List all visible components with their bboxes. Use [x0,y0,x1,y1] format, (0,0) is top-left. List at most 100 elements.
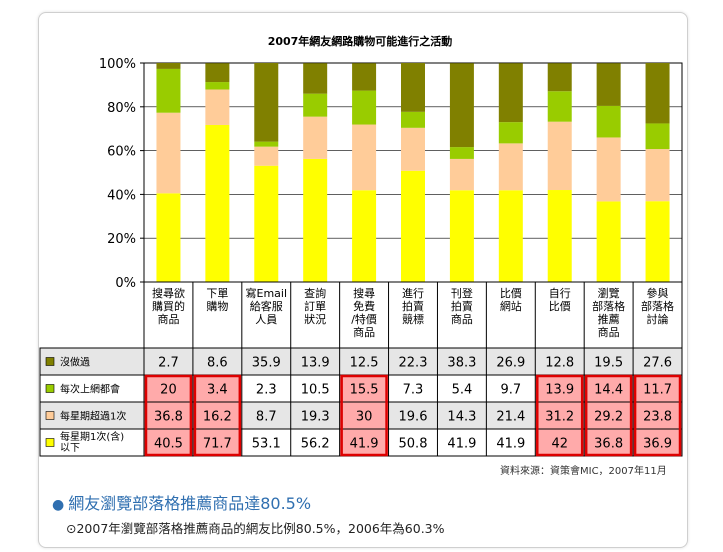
highlight-cell [192,375,242,402]
x-tick-label: 刊登 [451,286,473,300]
y-tick-label: 100% [99,57,136,72]
bar-segment [596,63,621,106]
bar-segment [352,124,377,191]
highlight-cell [144,375,193,402]
data-label: 7.3 [403,383,424,398]
x-tick-label: /特價 [351,312,377,326]
data-label: 38.3 [447,356,476,371]
x-tick-label: 部落格 [592,299,625,313]
y-tick-label: 20% [107,232,136,247]
legend-label: 每星期超過1次 [60,410,126,423]
data-label: 12.5 [350,356,379,371]
data-label: 3.4 [207,383,228,398]
y-tick-label: 60% [107,145,136,160]
legend-swatch [45,357,55,366]
highlight-cell [144,402,193,429]
bar-segment [498,63,523,123]
bar-segment [596,201,621,282]
y-tick-label: 80% [107,101,136,116]
x-tick-label: 搜尋欲 [152,286,185,300]
highlight-cell [535,402,585,429]
x-tick-label: 競標 [402,312,424,326]
highlight-cell [339,429,389,456]
bar-segment [254,146,279,166]
bar-segment [156,68,181,113]
y-tick-label: 40% [107,188,136,203]
headline: ● 網友瀏覽部落格推薦商品達80.5% [52,490,311,514]
bar-segment [156,193,181,282]
x-tick-label: 比價 [549,299,571,313]
bar-segment [254,165,279,282]
headline-text: 網友瀏覽部落格推薦商品達80.5% [68,494,312,513]
data-label: 14.4 [594,383,623,398]
data-label: 50.8 [399,437,428,452]
x-tick-label: 免費 [353,299,375,313]
highlight-cell [633,402,682,429]
data-label: 8.7 [256,410,277,425]
x-tick-label: 寫Email [246,286,288,300]
x-tick-label: 進行 [402,287,424,300]
data-label: 19.5 [594,356,623,371]
data-label: 9.7 [500,383,521,398]
x-tick-label: 訂單 [304,299,326,313]
x-tick-label: 自行 [549,287,571,300]
data-label: 13.9 [545,383,574,398]
bar-segment [596,105,621,138]
bar-segment [547,91,572,122]
bar-segment [254,141,279,147]
bar-segment [303,158,328,282]
data-label: 20 [160,383,177,398]
bar-segment [254,63,279,142]
bar-segment [401,63,425,112]
x-tick-label: 討論 [647,312,669,326]
data-label: 26.9 [496,356,525,371]
bar-segment [498,143,523,191]
y-tick-label: 0% [115,276,136,291]
highlight-box [340,374,388,457]
bullet-icon: ● [52,497,65,513]
x-tick-label: 搜尋 [353,286,375,300]
x-tick-label: 推薦 [598,312,620,326]
x-tick-label: 瀏覽 [598,286,620,300]
bar-segment [498,122,523,144]
legend-label: 每星期1次(含) [60,430,124,443]
bar-segment [449,158,474,191]
bar-segment [303,93,328,117]
data-label: 21.4 [496,410,525,425]
bar-segment [645,63,670,124]
data-label: 11.7 [643,383,672,398]
data-label: 35.9 [252,356,281,371]
bar-segment [205,82,230,90]
x-tick-label: 網站 [500,299,522,313]
highlight-cell [192,402,242,429]
bar-segment [156,112,181,194]
data-label: 16.2 [203,410,232,425]
bar-segment [547,121,572,191]
data-label: 53.1 [252,437,281,452]
data-label: 12.8 [545,356,574,371]
data-label: 2.7 [158,356,179,371]
bar-segment [303,63,328,94]
highlight-box [144,374,193,457]
highlight-box [536,374,584,457]
x-tick-label: 商品 [598,325,620,339]
bar-segment [645,201,670,282]
highlight-cell [144,429,193,456]
legend-swatch [45,411,55,420]
data-label: 36.8 [594,437,623,452]
subline: ⊙2007年瀏覽部落格推薦商品的網友比例80.5%，2006年為60.3% [66,521,445,536]
bar-segment [205,89,230,125]
data-label: 40.5 [154,437,183,452]
highlight-cell [584,429,634,456]
highlight-cell [584,375,634,402]
data-label: 23.8 [643,410,672,425]
x-tick-label: 狀況 [304,312,326,326]
x-tick-label: 購買的 [152,299,185,313]
highlight-cell [633,375,682,402]
bar-segment [645,149,670,202]
data-label: 19.6 [399,410,428,425]
data-label: 71.7 [203,437,232,452]
table-row [40,348,682,375]
highlight-cell [584,402,634,429]
